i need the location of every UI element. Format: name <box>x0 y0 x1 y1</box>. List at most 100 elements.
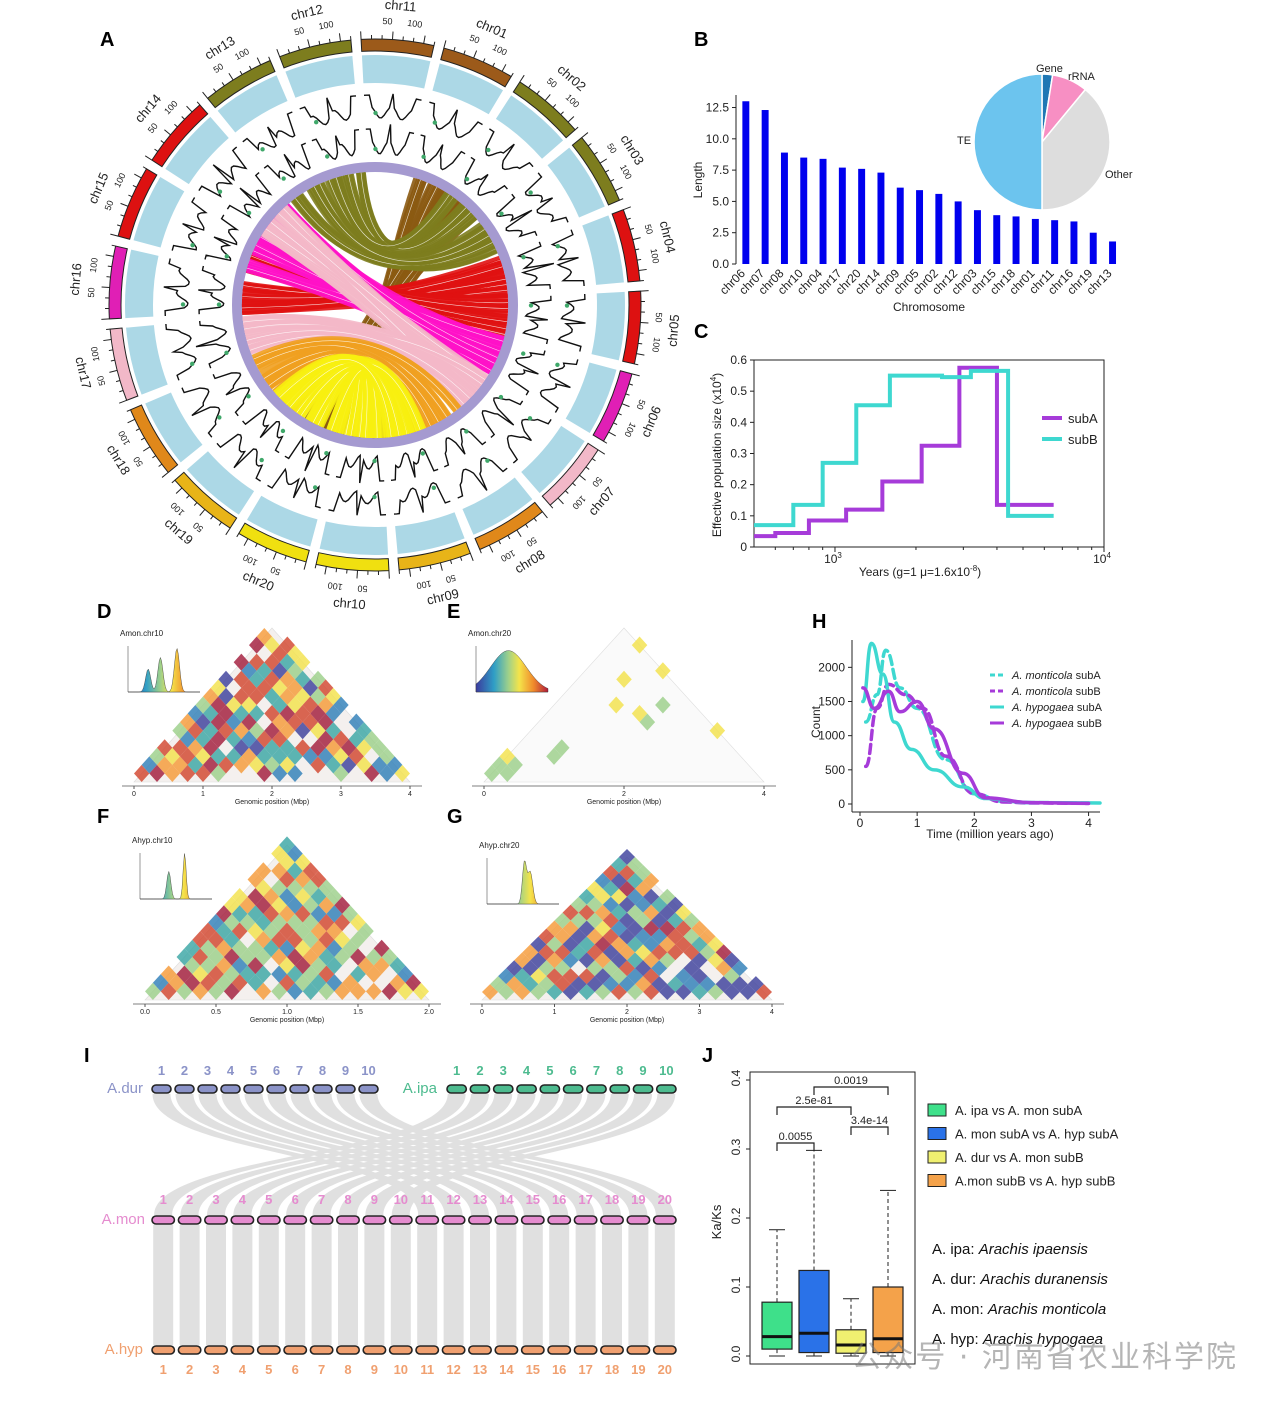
heatmap-cell <box>184 974 201 992</box>
significance-value: 2.5e-81 <box>795 1095 832 1107</box>
ideogram-tick <box>199 509 206 516</box>
density-track-chr08 <box>462 477 533 535</box>
legend-swatch <box>927 1150 947 1164</box>
ideogram-tick <box>628 383 633 386</box>
heatmap-cell <box>247 888 264 906</box>
bar-chr08 <box>780 152 788 264</box>
heatmap-cell <box>350 965 366 983</box>
ideogram-tick <box>175 487 183 494</box>
ideogram-tick <box>599 158 608 164</box>
chromosome-bar-hyp-13 <box>467 1345 492 1355</box>
heatmap-cell <box>302 879 319 897</box>
ideogram-tick <box>501 64 507 72</box>
heatmap-cell <box>256 764 272 782</box>
te-density-mark <box>180 302 186 307</box>
heatmap-cell <box>279 670 295 688</box>
chromosome-number-ipa: 5 <box>546 1063 553 1078</box>
ideogram-tick-label: 100 <box>233 46 251 62</box>
heatmap-cell <box>667 944 684 961</box>
panel-label-c: C <box>694 321 708 343</box>
ideogram-tick <box>603 440 608 444</box>
x-tick-label: 2 <box>971 816 978 830</box>
chromosome-number-dur: 4 <box>227 1063 235 1078</box>
ideogram-tick <box>488 544 494 553</box>
ideogram-tick-label: 100 <box>491 42 509 58</box>
chromosome-bar-dur-10 <box>358 1084 379 1094</box>
synteny-ribbon <box>154 1094 466 1215</box>
heatmap-x-tick-label: 2 <box>270 791 274 798</box>
heatmap-cell <box>218 722 234 740</box>
ideogram-tick <box>557 497 564 505</box>
x-tick-label: 103 <box>824 551 842 566</box>
ideogram-tick <box>533 517 537 522</box>
chromosome-name-chr08: chr08 <box>512 547 548 577</box>
gene-density-line <box>522 295 552 345</box>
heatmap-cell <box>326 974 343 992</box>
gene-density-line <box>420 134 466 171</box>
species-full-name: Arachis ipaensis <box>978 1241 1089 1258</box>
chromosome-number-hyp: 12 <box>446 1362 460 1377</box>
y-axis-label-sup: 4 <box>709 376 718 381</box>
chromosome-ideogram-chr01 <box>440 47 512 88</box>
heatmap-cell <box>247 905 264 923</box>
synteny-ribbon <box>244 1094 542 1215</box>
heatmap-cell <box>691 968 708 985</box>
gene-density-line <box>550 229 585 287</box>
chromosome-ideogram-chr07 <box>541 442 599 506</box>
ideogram-tick <box>536 90 540 95</box>
y-tick-label: 0 <box>740 540 747 554</box>
ideogram-tick <box>463 50 466 55</box>
heatmap-cell <box>223 896 240 914</box>
ideogram-tick <box>314 564 317 569</box>
heatmap-cell <box>210 713 226 731</box>
legend-label: A. dur vs A. mon subB <box>955 1150 1084 1165</box>
ideogram-tick <box>140 437 145 441</box>
density-track-chr02 <box>495 95 564 159</box>
synteny-ribbon <box>152 1094 437 1215</box>
chromosome-bar-hyp-2 <box>177 1345 202 1355</box>
ideogram-tick-label: 50 <box>654 312 664 322</box>
chromosome-bar-hyp-5 <box>256 1345 281 1355</box>
genome-name-dur: A.dur <box>107 1080 143 1097</box>
box-3 <box>872 1286 904 1354</box>
ideogram-tick-label: 50 <box>95 375 107 387</box>
density-track-chr15 <box>133 176 185 248</box>
ideogram-tick <box>152 455 157 459</box>
heatmap-cell <box>325 739 341 757</box>
x-axis-label-end: ) <box>977 565 981 579</box>
bar-chr15 <box>993 215 1001 264</box>
heatmap-cell <box>356 756 372 774</box>
y-tick-label: 0 <box>838 797 845 811</box>
bar-chr10 <box>800 157 808 264</box>
ka-ks-boxplot: 0.0 0.1 0.2 0.3 0.4 Ka/Ks A. ipa vs A. mon sub… <box>709 1069 1119 1365</box>
heatmap-cell <box>507 756 523 774</box>
heatmap-x-axis-label: Genomic position (Mbp) <box>235 799 309 806</box>
ideogram-tick <box>276 49 281 57</box>
heatmap-cell <box>233 756 249 774</box>
chromosome-bar-mon-3 <box>204 1215 229 1225</box>
heatmap-x-tick-label: 4 <box>770 1009 774 1016</box>
y-axis-label: Effective population size (x104) <box>709 373 724 537</box>
y-tick-label: 0.4 <box>730 415 747 429</box>
heatmap-x-axis-label: Genomic position (Mbp) <box>587 799 661 806</box>
ideogram-tick <box>105 254 114 257</box>
species-full-name: Arachis hypogaea <box>982 1331 1103 1348</box>
heatmap-cell <box>195 747 211 765</box>
chromosome-number-mon: 19 <box>631 1192 645 1207</box>
bar-chr20 <box>858 168 866 264</box>
y-tick-label: 0.3 <box>730 447 747 461</box>
ideogram-tick <box>617 412 622 416</box>
heatmap-cell <box>279 905 295 923</box>
heatmap-cell <box>210 747 226 765</box>
ideogram-tick <box>335 568 338 573</box>
heatmap-cell <box>264 636 280 654</box>
chromosome-number-hyp: 11 <box>420 1362 434 1377</box>
heatmap-cell <box>356 739 372 757</box>
heatmap-cell <box>334 948 351 966</box>
chromosome-bar-mon-20 <box>652 1215 677 1225</box>
heatmap-cell <box>310 670 326 688</box>
gene-density-line <box>393 482 451 515</box>
ideogram-tick <box>284 555 287 560</box>
ideogram-tick <box>126 409 131 412</box>
heatmap-cell <box>287 679 303 697</box>
